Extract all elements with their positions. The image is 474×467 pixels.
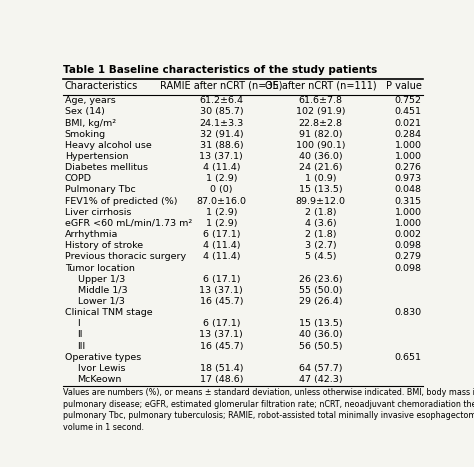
- Text: BMI, kg/m²: BMI, kg/m²: [65, 119, 116, 127]
- Text: 1.000: 1.000: [395, 141, 422, 150]
- Text: 102 (91.9): 102 (91.9): [296, 107, 345, 116]
- Text: 15 (13.5): 15 (13.5): [299, 185, 342, 194]
- Text: 32 (91.4): 32 (91.4): [200, 130, 243, 139]
- Text: Diabetes mellitus: Diabetes mellitus: [65, 163, 148, 172]
- Text: eGFR <60 mL/min/1.73 m²: eGFR <60 mL/min/1.73 m²: [65, 219, 192, 228]
- Text: 56 (50.5): 56 (50.5): [299, 341, 342, 351]
- Text: 55 (50.0): 55 (50.0): [299, 286, 342, 295]
- Text: 1 (2.9): 1 (2.9): [206, 174, 237, 184]
- Text: 16 (45.7): 16 (45.7): [200, 341, 243, 351]
- Text: I: I: [78, 319, 81, 328]
- Text: Sex (14): Sex (14): [65, 107, 105, 116]
- Text: 91 (82.0): 91 (82.0): [299, 130, 342, 139]
- Text: 24.1±3.3: 24.1±3.3: [199, 119, 244, 127]
- Text: Smoking: Smoking: [65, 130, 106, 139]
- Text: Age, years: Age, years: [65, 96, 116, 106]
- Text: 40 (36.0): 40 (36.0): [299, 152, 342, 161]
- Text: 0.098: 0.098: [395, 241, 422, 250]
- Text: 26 (23.6): 26 (23.6): [299, 275, 342, 283]
- Text: 1 (2.9): 1 (2.9): [206, 219, 237, 228]
- Text: 31 (88.6): 31 (88.6): [200, 141, 243, 150]
- Text: 87.0±16.0: 87.0±16.0: [196, 197, 246, 205]
- Text: 0.315: 0.315: [395, 197, 422, 205]
- Text: 6 (17.1): 6 (17.1): [202, 275, 240, 283]
- Text: 61.2±6.4: 61.2±6.4: [200, 96, 243, 106]
- Text: 0.451: 0.451: [395, 107, 422, 116]
- Text: Hypertension: Hypertension: [65, 152, 128, 161]
- Text: Characteristics: Characteristics: [65, 81, 138, 91]
- Text: 13 (37.1): 13 (37.1): [200, 286, 243, 295]
- Text: 13 (37.1): 13 (37.1): [200, 330, 243, 340]
- Text: 89.9±12.0: 89.9±12.0: [295, 197, 346, 205]
- Text: 5 (4.5): 5 (4.5): [305, 252, 336, 262]
- Text: Clinical TNM stage: Clinical TNM stage: [65, 308, 152, 317]
- Text: 13 (37.1): 13 (37.1): [200, 152, 243, 161]
- Text: 1 (2.9): 1 (2.9): [206, 208, 237, 217]
- Text: 4 (3.6): 4 (3.6): [304, 219, 336, 228]
- Text: P value: P value: [386, 81, 422, 91]
- Text: 1 (0.9): 1 (0.9): [305, 174, 336, 184]
- Text: 18 (51.4): 18 (51.4): [200, 364, 243, 373]
- Text: 4 (11.4): 4 (11.4): [202, 241, 240, 250]
- Text: 6 (17.1): 6 (17.1): [202, 319, 240, 328]
- Text: II: II: [78, 330, 83, 340]
- Text: 24 (21.6): 24 (21.6): [299, 163, 342, 172]
- Text: 29 (26.4): 29 (26.4): [299, 297, 342, 306]
- Text: 3 (2.7): 3 (2.7): [304, 241, 336, 250]
- Text: Upper 1/3: Upper 1/3: [78, 275, 125, 283]
- Text: 47 (42.3): 47 (42.3): [299, 375, 342, 384]
- Text: 15 (13.5): 15 (13.5): [299, 319, 342, 328]
- Text: 0.048: 0.048: [395, 185, 422, 194]
- Text: 0.276: 0.276: [395, 163, 422, 172]
- Text: Previous thoracic surgery: Previous thoracic surgery: [65, 252, 186, 262]
- Text: 0.830: 0.830: [395, 308, 422, 317]
- Text: 40 (36.0): 40 (36.0): [299, 330, 342, 340]
- Text: 61.6±7.8: 61.6±7.8: [298, 96, 342, 106]
- Text: Pulmonary Tbc: Pulmonary Tbc: [65, 185, 136, 194]
- Text: Liver cirrhosis: Liver cirrhosis: [65, 208, 131, 217]
- Text: 30 (85.7): 30 (85.7): [200, 107, 243, 116]
- Text: Operative types: Operative types: [65, 353, 141, 362]
- Text: Lower 1/3: Lower 1/3: [78, 297, 125, 306]
- Text: 1.000: 1.000: [395, 208, 422, 217]
- Text: 6 (17.1): 6 (17.1): [202, 230, 240, 239]
- Text: COPD: COPD: [65, 174, 92, 184]
- Text: 2 (1.8): 2 (1.8): [305, 230, 336, 239]
- Text: 0.752: 0.752: [395, 96, 422, 106]
- Text: Heavy alcohol use: Heavy alcohol use: [65, 141, 152, 150]
- Text: Middle 1/3: Middle 1/3: [78, 286, 127, 295]
- Text: RAMIE after nCRT (n=35): RAMIE after nCRT (n=35): [160, 81, 283, 91]
- Text: FEV1% of predicted (%): FEV1% of predicted (%): [65, 197, 177, 205]
- Text: 22.8±2.8: 22.8±2.8: [298, 119, 342, 127]
- Text: OE after nCRT (n=111): OE after nCRT (n=111): [264, 81, 376, 91]
- Text: History of stroke: History of stroke: [65, 241, 143, 250]
- Text: 4 (11.4): 4 (11.4): [202, 163, 240, 172]
- Text: 16 (45.7): 16 (45.7): [200, 297, 243, 306]
- Text: Arrhythmia: Arrhythmia: [65, 230, 118, 239]
- Text: Tumor location: Tumor location: [65, 263, 135, 273]
- Text: Values are numbers (%), or means ± standard deviation, unless otherwise indicate: Values are numbers (%), or means ± stand…: [63, 389, 474, 432]
- Text: 100 (90.1): 100 (90.1): [296, 141, 345, 150]
- Text: Ivor Lewis: Ivor Lewis: [78, 364, 125, 373]
- Text: 17 (48.6): 17 (48.6): [200, 375, 243, 384]
- Text: 0.098: 0.098: [395, 263, 422, 273]
- Text: 1.000: 1.000: [395, 219, 422, 228]
- Text: 1.000: 1.000: [395, 152, 422, 161]
- Text: 0.002: 0.002: [395, 230, 422, 239]
- Text: 0 (0): 0 (0): [210, 185, 233, 194]
- Text: 2 (1.8): 2 (1.8): [305, 208, 336, 217]
- Text: Table 1 Baseline characteristics of the study patients: Table 1 Baseline characteristics of the …: [63, 65, 377, 75]
- Text: McKeown: McKeown: [78, 375, 122, 384]
- Text: III: III: [78, 341, 86, 351]
- Text: 0.651: 0.651: [395, 353, 422, 362]
- Text: 0.973: 0.973: [395, 174, 422, 184]
- Text: 0.279: 0.279: [395, 252, 422, 262]
- Text: 4 (11.4): 4 (11.4): [202, 252, 240, 262]
- Text: 0.284: 0.284: [395, 130, 422, 139]
- Text: 64 (57.7): 64 (57.7): [299, 364, 342, 373]
- Text: 0.021: 0.021: [395, 119, 422, 127]
